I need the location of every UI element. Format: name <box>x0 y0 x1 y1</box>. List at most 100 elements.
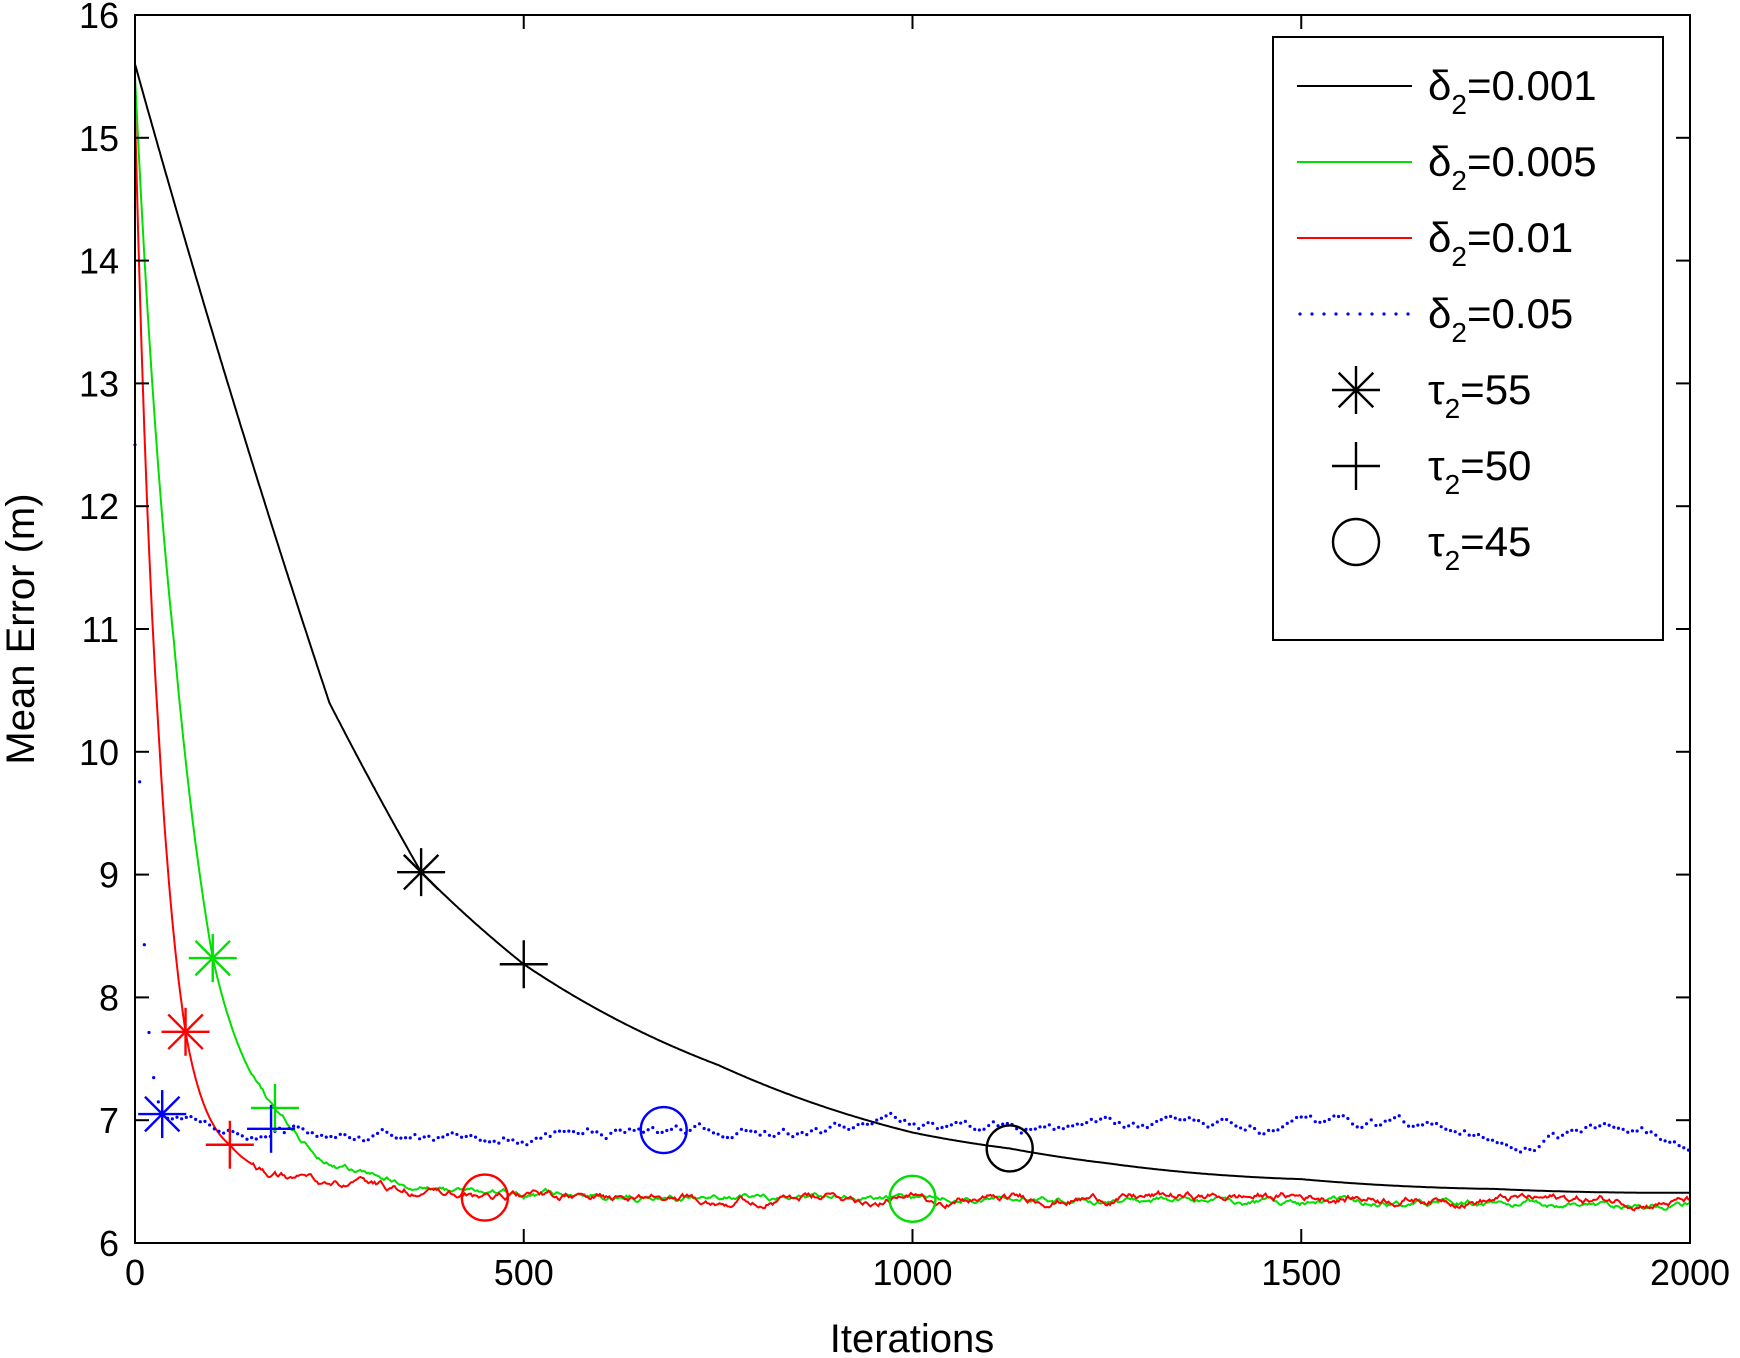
series-point-3 <box>627 1127 632 1131</box>
marker-plus <box>250 1083 299 1132</box>
series-point-3 <box>1383 1119 1387 1123</box>
marker-asterisk <box>161 1007 210 1056</box>
series-point-3 <box>1262 1132 1266 1136</box>
series-point-3 <box>1271 1129 1275 1133</box>
series-point-3 <box>361 1139 366 1143</box>
marker-asterisk <box>138 1090 187 1139</box>
series-point-3 <box>208 1123 212 1127</box>
series-point-3 <box>306 1131 310 1135</box>
series-point-3 <box>310 1131 314 1135</box>
series-point-3 <box>1462 1129 1467 1133</box>
series-point-3 <box>1420 1123 1425 1127</box>
series-point-3 <box>1341 1114 1345 1118</box>
series-point-3 <box>833 1121 837 1125</box>
series-point-3 <box>236 1132 240 1136</box>
series-point-3 <box>296 1125 300 1129</box>
series-point-3 <box>562 1129 566 1134</box>
series-point-3 <box>865 1122 870 1126</box>
series-point-3 <box>380 1128 384 1132</box>
series-point-3 <box>329 1134 333 1139</box>
series-point-3 <box>772 1134 776 1139</box>
series-point-3 <box>1206 1125 1210 1129</box>
series-point-3 <box>1355 1125 1359 1129</box>
series-point-3 <box>991 1120 995 1124</box>
series-point-3 <box>1239 1126 1243 1130</box>
series-point-3 <box>1001 1122 1005 1126</box>
series-point-3 <box>1085 1121 1089 1125</box>
series-point-3 <box>1416 1123 1420 1127</box>
series-point-3 <box>1532 1148 1537 1153</box>
marker-circle-shape <box>1331 517 1381 567</box>
legend-item-6: τ2=45 <box>1331 517 1531 576</box>
series-point-3 <box>1500 1141 1504 1145</box>
series-point-3 <box>1602 1122 1607 1126</box>
series-point-3 <box>968 1124 972 1128</box>
series-point-3 <box>1658 1137 1663 1142</box>
series-point-3 <box>674 1124 678 1128</box>
series-point-3 <box>553 1130 557 1134</box>
x-axis-title: Iterations <box>830 1317 995 1358</box>
series-point-3 <box>1682 1146 1686 1150</box>
series-point-3 <box>1033 1127 1037 1131</box>
series-point-3 <box>1635 1129 1639 1133</box>
series-point-3 <box>1654 1133 1658 1137</box>
series-point-3 <box>1434 1121 1439 1126</box>
series-point-3 <box>436 1136 440 1140</box>
series-point-3 <box>431 1138 436 1142</box>
series-point-3 <box>1225 1117 1229 1122</box>
series-point-3 <box>333 1135 338 1140</box>
marker-ast-d2 <box>1337 371 1375 409</box>
series-point-3 <box>1369 1118 1373 1122</box>
series-point-3 <box>1439 1125 1443 1129</box>
series-point-3 <box>473 1135 478 1139</box>
series-point-3 <box>655 1130 660 1135</box>
series-point-3 <box>1668 1140 1672 1144</box>
series-point-3 <box>1318 1120 1322 1124</box>
marker-plus <box>205 1120 254 1169</box>
series-point-3 <box>1542 1139 1546 1143</box>
series-point-3 <box>403 1136 408 1140</box>
series-point-3 <box>1327 1117 1331 1122</box>
series-point-3 <box>389 1133 394 1137</box>
series-point-3 <box>1164 1115 1168 1119</box>
series-point-3 <box>1528 1147 1532 1152</box>
series-point-3 <box>623 1130 627 1135</box>
series-point-3 <box>1117 1120 1121 1125</box>
series-point-3 <box>1276 1128 1280 1132</box>
series-point-3 <box>1290 1119 1294 1123</box>
series-point-3 <box>651 1126 655 1130</box>
series-point-3 <box>1299 1115 1303 1119</box>
series-point-3 <box>1392 1116 1397 1120</box>
series-line-0 <box>134 63 1690 1194</box>
legend-label-value: =0.001 <box>1467 62 1597 109</box>
series-point-3 <box>1649 1130 1653 1134</box>
series-point-3 <box>1173 1116 1177 1120</box>
series-point-3 <box>184 1115 188 1119</box>
legend-label: δ2=0.05 <box>1428 290 1573 348</box>
series-point-3 <box>973 1127 977 1131</box>
series-point-3 <box>585 1127 590 1131</box>
legend-item-1: δ2=0.005 <box>1297 138 1597 196</box>
legend-dot <box>1298 312 1302 316</box>
series-point-3 <box>315 1134 319 1138</box>
legend-label: τ2=50 <box>1428 442 1531 500</box>
y-tick-label: 13 <box>79 363 119 404</box>
series-point-3 <box>175 1115 179 1119</box>
series-point-3 <box>1308 1114 1313 1118</box>
legend-item-2: δ2=0.01 <box>1297 214 1573 272</box>
series-point-3 <box>259 1135 263 1139</box>
series-point-3 <box>949 1123 953 1127</box>
series-point-3 <box>1192 1118 1196 1122</box>
series-point-3 <box>1201 1121 1205 1126</box>
series-point-3 <box>1584 1125 1588 1130</box>
legend-item-5: τ2=50 <box>1332 442 1531 500</box>
series-point-3 <box>1514 1148 1518 1152</box>
series-point-3 <box>669 1127 674 1131</box>
legend-label-symbol: τ <box>1428 518 1445 565</box>
series-point-3 <box>786 1132 790 1136</box>
series-point-3 <box>408 1136 412 1140</box>
marker-circle <box>888 1174 937 1223</box>
series-point-3 <box>520 1140 524 1144</box>
legend-label-symbol: δ <box>1428 214 1451 261</box>
series-point-3 <box>1574 1128 1579 1132</box>
